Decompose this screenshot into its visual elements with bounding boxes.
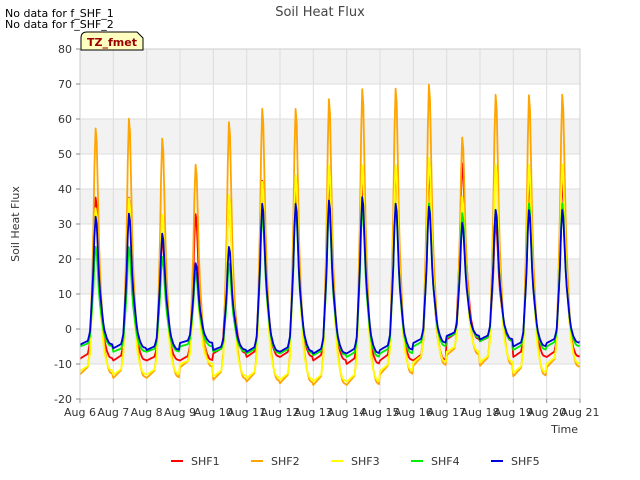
x-axis-label: Time xyxy=(550,423,578,436)
series-lines xyxy=(79,83,581,386)
plot-band xyxy=(80,294,580,329)
x-tick-label: Aug 6 xyxy=(64,406,96,419)
y-tick-label: 70 xyxy=(58,78,72,91)
x-tick-label: Aug 14 xyxy=(327,406,366,419)
x-tick-label: Aug 11 xyxy=(227,406,266,419)
y-tick-label: 40 xyxy=(58,183,72,196)
chart-title: Soil Heat Flux xyxy=(275,5,365,20)
x-tick-label: Aug 17 xyxy=(427,406,466,419)
series-line-shf3 xyxy=(79,156,581,383)
x-tick-label: Aug 21 xyxy=(561,406,600,419)
x-tick-label: Aug 8 xyxy=(131,406,163,419)
legend-label: SHF5 xyxy=(511,455,540,468)
x-tick-label: Aug 10 xyxy=(194,406,233,419)
series-line-shf5 xyxy=(79,196,581,355)
y-tick-label: -20 xyxy=(54,393,72,406)
plot-band xyxy=(80,259,580,294)
no-data-notes: No data for f_SHF_1 No data for f_SHF_2 xyxy=(5,8,114,30)
x-tick-label: Aug 19 xyxy=(494,406,533,419)
tz-badge-box xyxy=(80,31,144,51)
x-tick-label: Aug 12 xyxy=(261,406,300,419)
x-tick-label: Aug 16 xyxy=(394,406,433,419)
x-tick-label: Aug 9 xyxy=(164,406,196,419)
y-ticks: -20 -10 0 10 20 30 40 50 60 70 80 xyxy=(54,43,80,406)
y-tick-label: 60 xyxy=(58,113,72,126)
tz-badge: TZ_fmet xyxy=(80,31,144,51)
tz-badge-text: TZ_fmet xyxy=(87,36,137,49)
y-axis-label: Soil Heat Flux xyxy=(9,186,22,262)
legend-label: SHF4 xyxy=(431,455,460,468)
legend-label: SHF2 xyxy=(271,455,300,468)
y-tick-label: 50 xyxy=(58,148,72,161)
note-line: No data for f_SHF_2 xyxy=(5,18,114,31)
y-tick-label: 30 xyxy=(58,218,72,231)
legend-label: SHF3 xyxy=(351,455,380,468)
x-tick-label: Aug 13 xyxy=(294,406,333,419)
plot-band xyxy=(80,329,580,364)
x-tick-label: Aug 18 xyxy=(461,406,500,419)
y-tick-label: -10 xyxy=(54,358,72,371)
x-tick-label: Aug 20 xyxy=(527,406,566,419)
legend-label: SHF1 xyxy=(191,455,220,468)
legend: SHF1 SHF2 SHF3 SHF4 SHF5 xyxy=(171,455,540,468)
y-tick-label: 80 xyxy=(58,43,72,56)
y-tick-label: 10 xyxy=(58,288,72,301)
plot-band xyxy=(80,49,580,84)
x-tick-label: Aug 7 xyxy=(97,406,129,419)
note-line: No data for f_SHF_1 xyxy=(5,7,114,20)
x-tick-label: Aug 15 xyxy=(361,406,400,419)
y-tick-label: 0 xyxy=(65,323,72,336)
plot-band xyxy=(80,364,580,399)
series-line-shf2 xyxy=(79,83,581,386)
y-tick-label: 20 xyxy=(58,253,72,266)
